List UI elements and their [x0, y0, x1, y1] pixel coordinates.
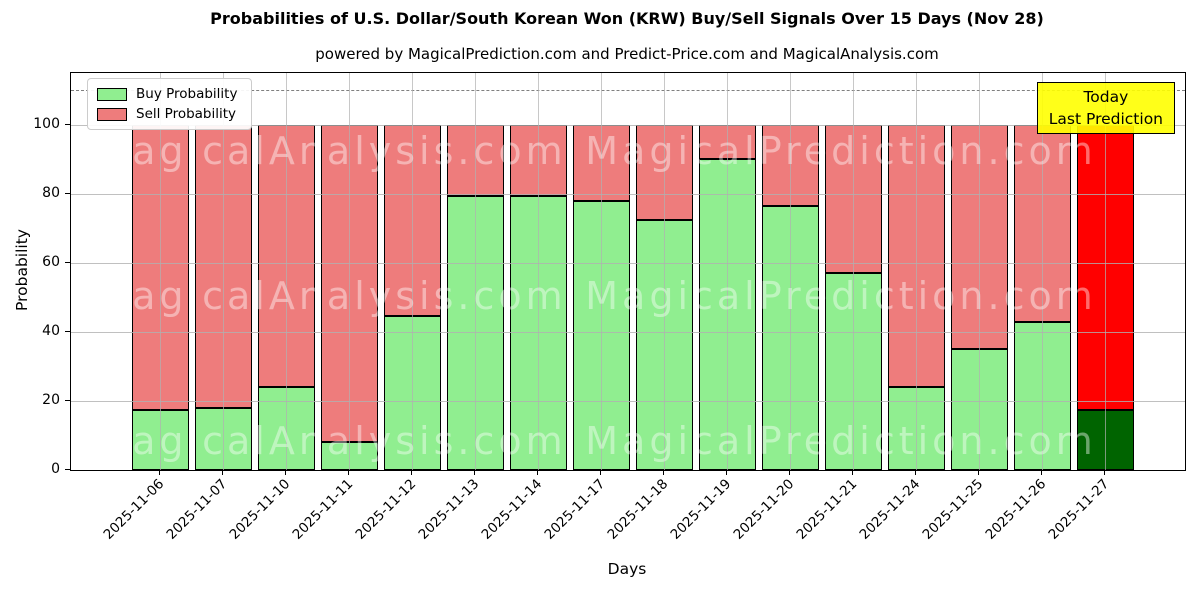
x-gridline — [727, 73, 728, 470]
today-annotation: Today Last Prediction — [1036, 82, 1175, 134]
y-gridline — [71, 262, 1185, 264]
y-tick-mark — [65, 469, 70, 471]
x-tick-label: 2025-11-19 — [667, 476, 735, 543]
x-tick-mark — [474, 470, 476, 475]
y-axis-label: Probability — [13, 229, 31, 311]
x-gridline — [286, 73, 287, 470]
x-tick-mark — [411, 470, 413, 475]
today-annotation-line2: Last Prediction — [1048, 110, 1163, 128]
watermark-text: MagicalAnalysis.com — [95, 274, 567, 318]
watermark-text: MagicalPrediction.com — [585, 274, 1097, 318]
sell-color-swatch — [97, 107, 127, 121]
x-tick-mark — [159, 470, 161, 475]
x-tick-label: 2025-11-07 — [163, 476, 231, 543]
x-tick-label: 2025-11-17 — [541, 476, 609, 543]
x-tick-label: 2025-11-14 — [478, 476, 546, 543]
x-gridline — [601, 73, 602, 470]
x-tick-label: 2025-11-13 — [415, 476, 483, 543]
y-tick-label: 40 — [42, 322, 60, 339]
x-tick-label: 2025-11-10 — [226, 476, 294, 543]
x-gridline — [1105, 73, 1106, 470]
x-gridline — [223, 73, 224, 470]
x-axis-label: Days — [607, 560, 647, 578]
x-tick-label: 2025-11-25 — [919, 476, 987, 543]
x-tick-label: 2025-11-18 — [604, 476, 672, 543]
x-gridline — [412, 73, 413, 470]
legend-buy-label: Buy Probability — [136, 86, 238, 102]
x-tick-label: 2025-11-24 — [856, 476, 924, 543]
watermark-text: MagicalPrediction.com — [585, 419, 1097, 463]
x-gridline — [160, 73, 161, 470]
y-tick-mark — [65, 330, 70, 333]
x-gridline — [538, 73, 539, 470]
watermark-text: MagicalAnalysis.com — [95, 419, 567, 463]
x-gridline — [664, 73, 665, 470]
y-tick-mark — [65, 123, 70, 126]
legend-sell-label: Sell Probability — [136, 106, 237, 122]
y-gridline — [71, 193, 1185, 195]
x-tick-mark — [726, 470, 728, 475]
today-annotation-line1: Today — [1083, 88, 1129, 106]
x-tick-mark — [348, 470, 350, 475]
watermark-text: MagicalPrediction.com — [585, 129, 1097, 173]
y-tick-label: 80 — [42, 184, 60, 201]
watermark-text: MagicalAnalysis.com — [95, 129, 567, 173]
x-gridline — [790, 73, 791, 470]
x-tick-label: 2025-11-27 — [1045, 476, 1113, 543]
x-gridline — [349, 73, 350, 470]
x-tick-mark — [600, 470, 602, 475]
buy-color-swatch — [97, 87, 127, 101]
x-tick-mark — [978, 470, 980, 475]
x-gridline — [1042, 73, 1043, 470]
x-tick-label: 2025-11-20 — [730, 476, 798, 543]
dashed-threshold-line — [71, 90, 1185, 92]
y-tick-label: 100 — [33, 115, 60, 132]
x-tick-mark — [285, 470, 287, 475]
x-tick-label: 2025-11-26 — [982, 476, 1050, 543]
x-gridline — [916, 73, 917, 470]
x-tick-mark — [537, 470, 539, 475]
chart-subtitle: powered by MagicalPrediction.com and Pre… — [315, 45, 939, 63]
x-tick-label: 2025-11-21 — [793, 476, 861, 543]
x-tick-mark — [852, 470, 854, 475]
y-gridline — [71, 331, 1185, 333]
x-gridline — [475, 73, 476, 470]
y-tick-label: 0 — [51, 461, 60, 477]
legend: Buy Probability Sell Probability — [87, 78, 253, 130]
y-gridline — [71, 124, 1185, 126]
legend-item-buy: Buy Probability — [97, 86, 237, 102]
y-tick-mark — [65, 192, 70, 195]
x-tick-label: 2025-11-06 — [100, 476, 168, 543]
x-tick-mark — [222, 470, 224, 475]
x-tick-label: 2025-11-11 — [289, 476, 357, 543]
x-gridline — [853, 73, 854, 470]
x-tick-mark — [789, 470, 791, 475]
x-gridline — [979, 73, 980, 470]
y-tick-mark — [65, 399, 70, 402]
x-tick-mark — [663, 470, 665, 475]
x-tick-mark — [1041, 470, 1043, 475]
y-tick-label: 60 — [42, 253, 60, 270]
y-gridline — [71, 400, 1185, 402]
chart-title: Probabilities of U.S. Dollar/South Korea… — [210, 9, 1044, 28]
x-tick-mark — [915, 470, 917, 475]
x-tick-mark — [1104, 470, 1106, 475]
y-tick-label: 20 — [42, 391, 60, 408]
y-tick-mark — [65, 261, 70, 264]
plot-area: Buy Probability Sell Probability Today L… — [70, 72, 1186, 471]
legend-item-sell: Sell Probability — [97, 106, 237, 122]
x-tick-label: 2025-11-12 — [352, 476, 420, 543]
